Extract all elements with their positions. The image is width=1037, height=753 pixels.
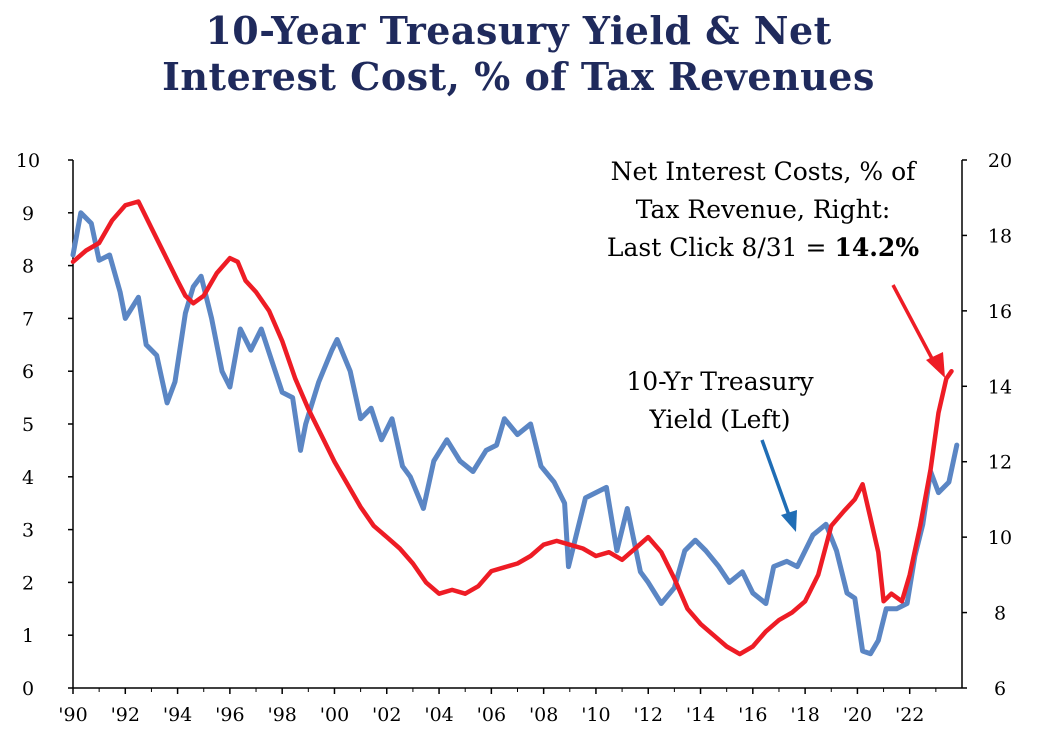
series-treasury-yield-line xyxy=(70,210,960,657)
annotation-net-interest: Net Interest Costs, % of Tax Revenue, Ri… xyxy=(607,157,945,378)
x-tick-label: '98 xyxy=(267,704,296,726)
left-tick-label: 4 xyxy=(22,467,34,489)
x-tick-label: '22 xyxy=(895,704,924,726)
x-tick-label: '94 xyxy=(163,704,192,726)
annotation-yield: 10-Yr Treasury Yield (Left) xyxy=(626,367,814,532)
left-axis-ticks: 0 1 2 3 4 5 6 7 8 9 10 xyxy=(16,150,73,700)
right-tick-label: 20 xyxy=(988,150,1012,172)
x-tick-label: '12 xyxy=(634,704,663,726)
annotation-net-interest-text: Last Click 8/31 = xyxy=(607,233,835,262)
x-tick-label: '00 xyxy=(320,704,349,726)
chart-title-line-2: Interest Cost, % of Tax Revenues xyxy=(162,54,875,99)
left-tick-label: 0 xyxy=(22,678,34,700)
x-tick-label: '20 xyxy=(843,704,872,726)
x-tick-label: '92 xyxy=(111,704,140,726)
annotation-yield-line-1: 10-Yr Treasury xyxy=(626,367,814,396)
annotation-red-arrow-shaft xyxy=(891,284,939,369)
right-tick-label: 8 xyxy=(994,603,1006,625)
chart-title: 10-Year Treasury Yield & Net Interest Co… xyxy=(0,8,1037,100)
x-tick-label: '10 xyxy=(581,704,610,726)
series-layer xyxy=(70,199,960,657)
left-tick-label: 9 xyxy=(22,203,34,225)
x-tick-label: '90 xyxy=(58,704,87,726)
series-net-interest-line xyxy=(70,199,954,657)
left-tick-label: 6 xyxy=(22,361,34,383)
x-tick-label: '18 xyxy=(790,704,819,726)
annotation-net-interest-line-1: Net Interest Costs, % of xyxy=(611,157,918,186)
right-tick-label: 6 xyxy=(994,678,1006,700)
annotation-blue-arrow-head xyxy=(781,510,797,532)
right-tick-label: 12 xyxy=(988,452,1012,474)
x-tick-label: '16 xyxy=(738,704,767,726)
right-tick-label: 16 xyxy=(988,301,1012,323)
annotation-net-interest-line-3: Last Click 8/31 = 14.2% xyxy=(607,233,919,262)
annotation-yield-line-2: Yield (Left) xyxy=(648,405,790,434)
annotation-net-interest-line-2: Tax Revenue, Right: xyxy=(636,195,891,224)
x-tick-label: '02 xyxy=(372,704,401,726)
chart-title-line-1: 10-Year Treasury Yield & Net xyxy=(205,8,832,53)
left-tick-label: 7 xyxy=(22,308,34,330)
left-tick-label: 5 xyxy=(22,414,34,436)
left-tick-label: 10 xyxy=(16,150,40,172)
left-tick-label: 2 xyxy=(22,572,34,594)
annotation-red-arrow-head xyxy=(926,352,945,378)
left-tick-label: 8 xyxy=(22,256,34,278)
annotation-blue-arrow-shaft xyxy=(760,439,792,519)
annotation-net-interest-value: 14.2% xyxy=(834,233,919,262)
left-tick-label: 1 xyxy=(22,625,34,647)
x-axis-ticks: '90 '92 '94 '96 '98 '00 '02 '04 '06 '08 '10 '12 '14 '… xyxy=(58,688,937,726)
right-tick-label: 10 xyxy=(988,527,1012,549)
left-tick-label: 3 xyxy=(22,520,34,542)
x-tick-label: '14 xyxy=(686,704,715,726)
right-tick-label: 18 xyxy=(988,225,1012,247)
right-axis-ticks: 6 8 10 12 14 16 18 20 xyxy=(962,150,1012,700)
x-tick-label: '04 xyxy=(424,704,453,726)
x-tick-label: '96 xyxy=(215,704,244,726)
x-tick-label: '08 xyxy=(529,704,558,726)
right-tick-label: 14 xyxy=(988,376,1012,398)
x-tick-label: '06 xyxy=(477,704,506,726)
